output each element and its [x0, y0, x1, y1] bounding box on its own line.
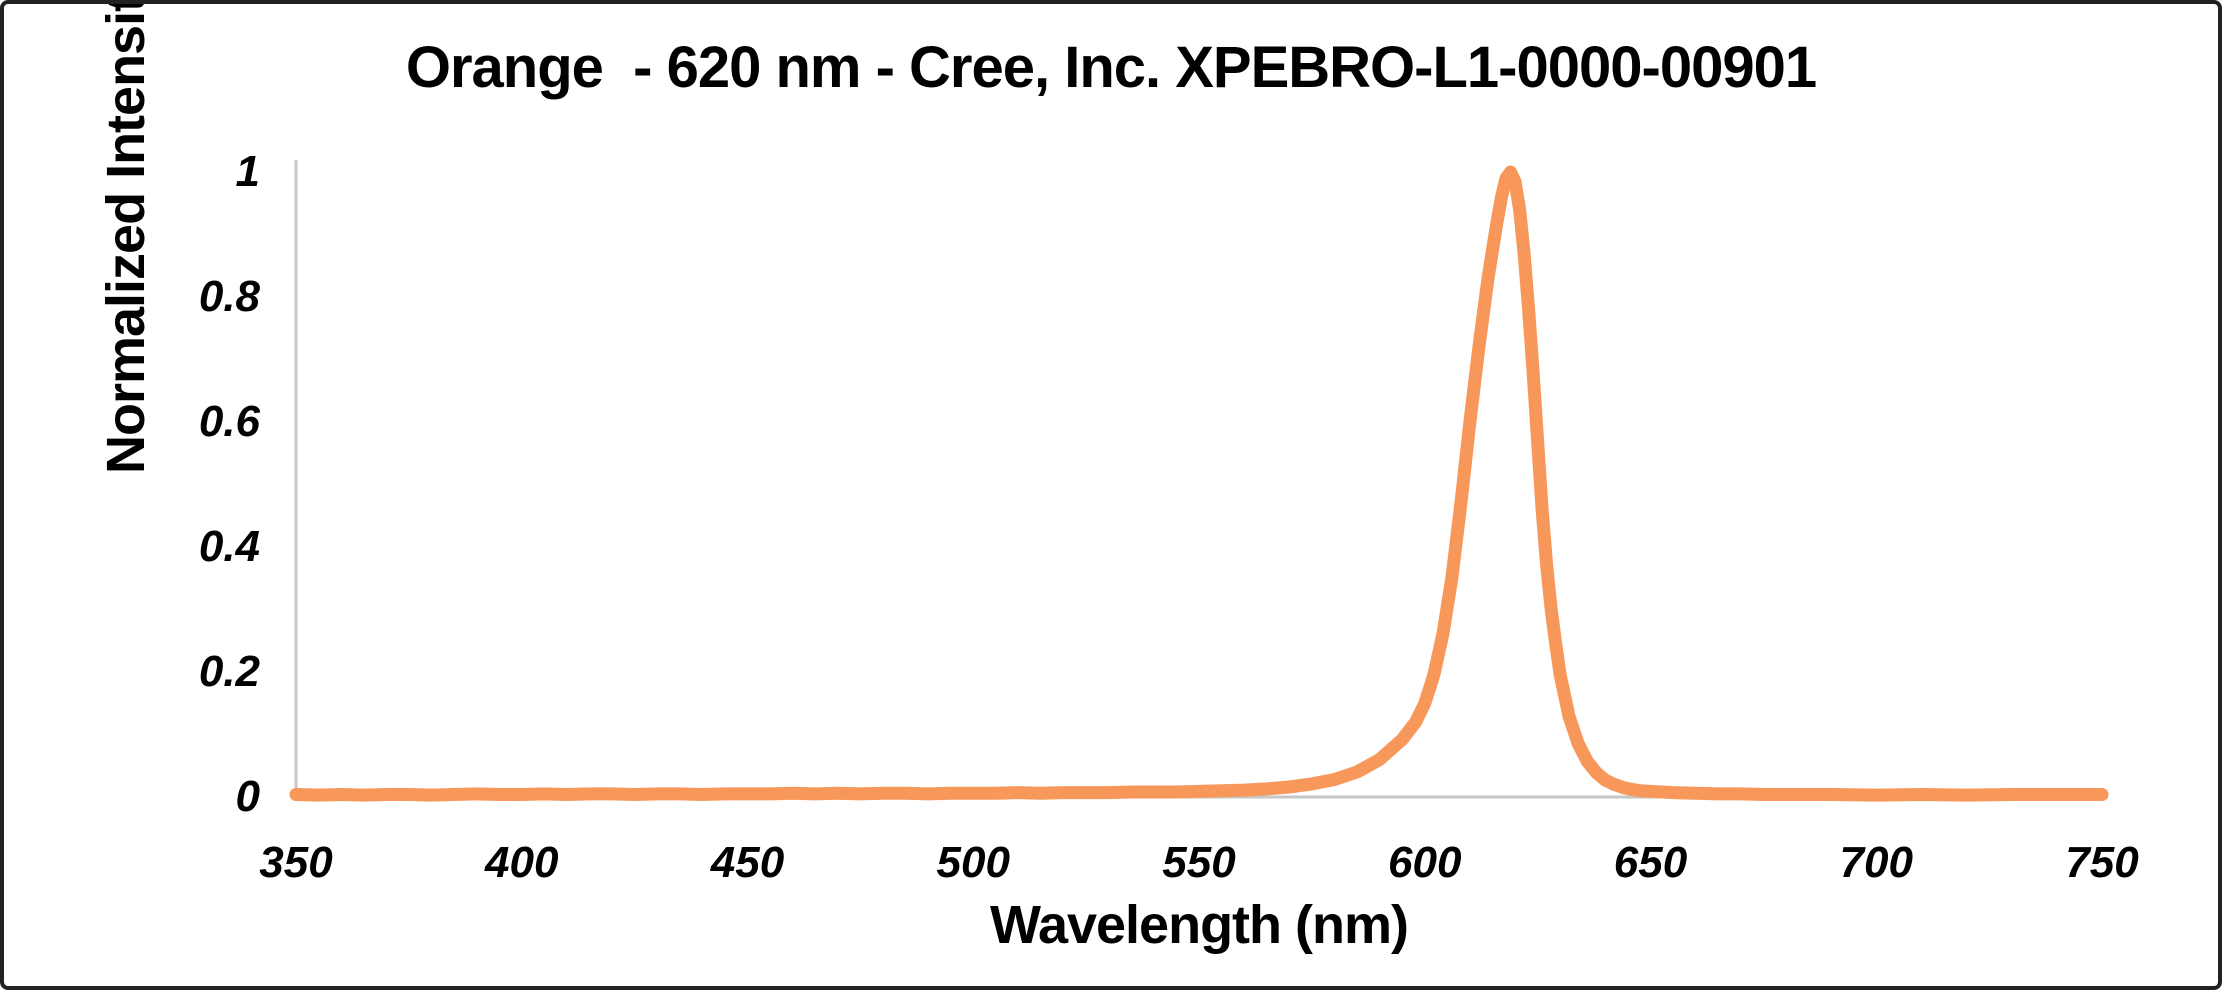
y-tick-label-1: 1 — [235, 147, 260, 196]
y-tick-label-0.2: 0.2 — [198, 647, 260, 696]
x-tick-label-700: 700 — [1839, 838, 1913, 887]
axis-lines — [294, 160, 2108, 799]
y-tick-label-0.4: 0.4 — [198, 522, 260, 571]
y-tick-label-0.6: 0.6 — [198, 397, 260, 446]
y-tick-label-0.8: 0.8 — [198, 272, 260, 321]
x-tick-label-600: 600 — [1388, 838, 1462, 887]
x-tick-label-450: 450 — [710, 838, 785, 887]
spectrum-curve — [289, 165, 2109, 802]
x-axis-title: Wavelength (nm) — [989, 895, 1409, 955]
x-tick-label-350: 350 — [259, 838, 333, 887]
chart-title: Orange - 620 nm - Cree, Inc. XPEBRO-L1-0… — [405, 35, 1817, 100]
x-tick-label-400: 400 — [485, 838, 559, 887]
x-tick-label-650: 650 — [1613, 838, 1688, 887]
x-tick-label-750: 750 — [2065, 838, 2139, 887]
x-tick-label-550: 550 — [1162, 838, 1236, 887]
x-tick-label-500: 500 — [936, 838, 1010, 887]
spectrum-plot — [289, 160, 2109, 802]
y-tick-label-0: 0 — [235, 772, 260, 821]
